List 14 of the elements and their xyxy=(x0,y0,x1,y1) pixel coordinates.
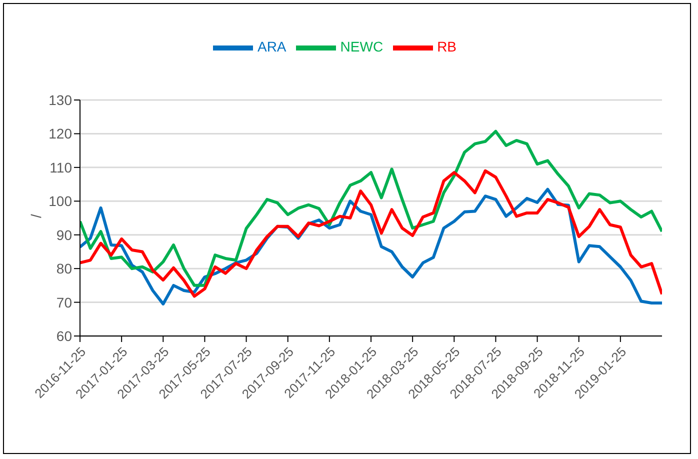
y-tick-label: 120 xyxy=(48,126,72,142)
y-tick-label: 60 xyxy=(56,328,72,344)
legend-label: NEWC xyxy=(340,38,384,55)
y-tick-label: 90 xyxy=(56,226,72,243)
y-tick-label: 130 xyxy=(48,92,72,108)
y-tick-label: 80 xyxy=(56,260,72,277)
y-tick-label: 110 xyxy=(50,159,72,176)
y-axis-title: / xyxy=(28,214,44,218)
line-series xyxy=(80,130,662,287)
line-series xyxy=(80,169,662,298)
y-tick-label: 100 xyxy=(48,193,72,210)
y-tick-label: 70 xyxy=(56,294,72,310)
legend-label: ARA xyxy=(257,38,286,55)
legend-label: RB xyxy=(437,38,457,55)
